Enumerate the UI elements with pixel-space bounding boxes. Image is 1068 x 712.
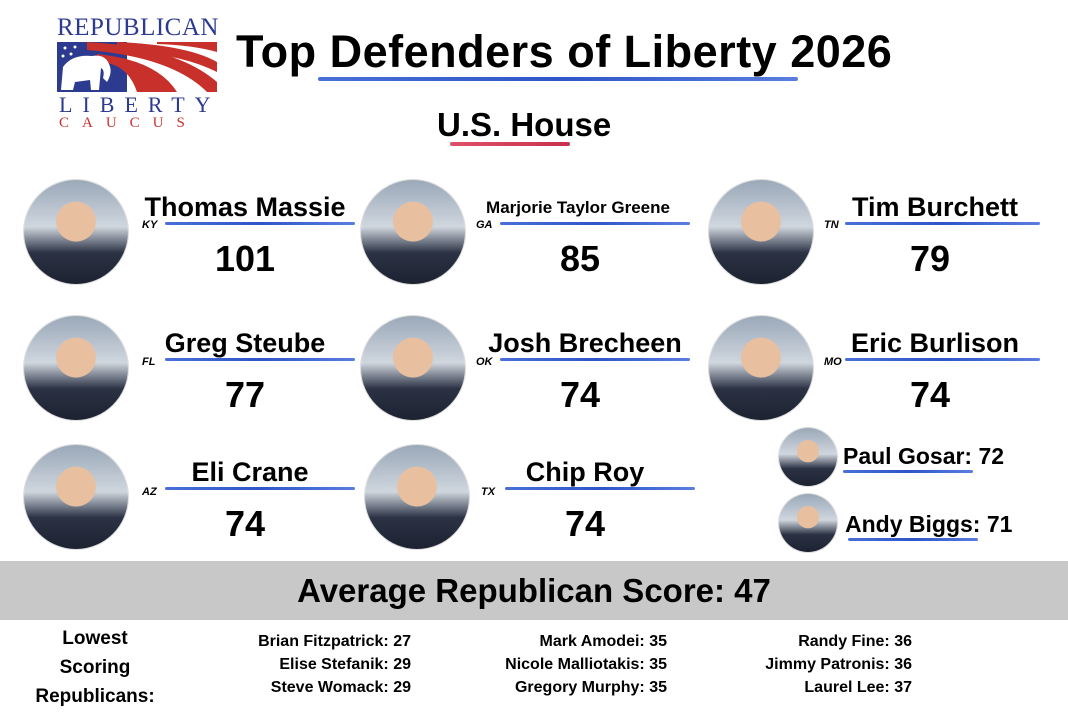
lowest-column-1: Brian Fitzpatrick: 27 Elise Stefanik: 29… <box>258 630 411 699</box>
name-underline <box>165 487 355 490</box>
label-line: Lowest <box>62 628 128 649</box>
name-underline <box>843 470 973 473</box>
lowest-entry: Elise Stefanik: 29 <box>279 656 411 673</box>
member-name: Greg Steube <box>164 328 326 358</box>
name-underline <box>505 487 695 490</box>
lowest-entry: Mark Amodei: 35 <box>539 633 667 650</box>
name-underline <box>165 358 355 361</box>
lowest-entry: Brian Fitzpatrick: 27 <box>258 633 411 650</box>
member-score: 101 <box>214 238 276 279</box>
member-score: 74 <box>909 374 951 415</box>
lowest-column-3: Randy Fine: 36 Jimmy Patronis: 36 Laurel… <box>765 630 912 699</box>
member-name: Marjorie Taylor Greene <box>486 198 670 217</box>
name-underline <box>500 358 690 361</box>
lowest-entry: Steve Womack: 29 <box>270 679 411 696</box>
name-underline <box>165 222 355 225</box>
average-score-bar: Average Republican Score: 47 <box>0 561 1068 620</box>
member-score: 74 <box>559 374 601 415</box>
member-state: AZ <box>142 486 157 498</box>
page-subtitle: U.S. House <box>437 106 612 143</box>
member-photo <box>361 180 465 284</box>
member-state: TN <box>824 219 839 231</box>
member-name: Thomas Massie <box>144 192 346 222</box>
member-score: 79 <box>909 238 951 279</box>
member-photo <box>24 445 128 549</box>
member-state: KY <box>142 219 158 231</box>
member-photo <box>709 316 813 420</box>
member-photo <box>709 180 813 284</box>
name-underline <box>845 222 1040 225</box>
name-underline <box>845 358 1040 361</box>
lowest-entry: Jimmy Patronis: 36 <box>765 656 912 673</box>
member-state: GA <box>476 219 493 231</box>
member-score: 85 <box>559 238 601 279</box>
logo-text-republican: REPUBLICAN <box>57 14 219 41</box>
member-name: Josh Brecheen <box>488 328 682 358</box>
member-state: FL <box>142 356 156 368</box>
subtitle-underline <box>450 142 570 146</box>
label-line: Republicans: <box>35 686 155 707</box>
member-state: OK <box>476 356 493 368</box>
member-photo <box>24 180 128 284</box>
name-underline <box>500 222 690 225</box>
member-photo <box>779 428 837 486</box>
member-photo <box>361 316 465 420</box>
member-name-score: Andy Biggs: 71 <box>845 511 1013 537</box>
lowest-scoring-label: Lowest Scoring Republicans: <box>20 624 170 711</box>
member-photo <box>24 316 128 420</box>
name-underline <box>848 538 978 541</box>
member-name: Eric Burlison <box>850 328 1020 358</box>
label-line: Scoring <box>59 657 131 678</box>
republican-liberty-caucus-logo: REPUBLICAN LIBERTY CAUCUS <box>55 14 220 132</box>
lowest-entry: Nicole Malliotakis: 35 <box>505 656 667 673</box>
member-name: Eli Crane <box>191 457 309 487</box>
member-score: 77 <box>224 374 266 415</box>
member-name-score: Paul Gosar: 72 <box>843 443 1005 469</box>
member-score: 74 <box>224 503 266 544</box>
member-photo <box>365 445 469 549</box>
lowest-entry: Randy Fine: 36 <box>798 633 912 650</box>
average-score: Average Republican Score: 47 <box>297 572 771 609</box>
member-score: 74 <box>564 503 606 544</box>
member-name: Chip Roy <box>525 457 645 487</box>
title-underline <box>318 77 798 81</box>
logo-text-caucus: CAUCUS <box>59 115 198 131</box>
page-title: Top Defenders of Liberty 2026 <box>236 26 893 77</box>
member-state: TX <box>481 486 496 498</box>
lowest-column-2: Mark Amodei: 35 Nicole Malliotakis: 35 G… <box>505 630 667 699</box>
lowest-entry: Laurel Lee: 37 <box>804 679 912 696</box>
elephant-flag-icon <box>57 42 217 92</box>
member-name: Tim Burchett <box>851 192 1019 222</box>
logo-text-liberty: LIBERTY <box>59 92 221 117</box>
member-state: MO <box>824 356 842 368</box>
member-photo <box>779 494 837 552</box>
lowest-entry: Gregory Murphy: 35 <box>514 679 667 696</box>
